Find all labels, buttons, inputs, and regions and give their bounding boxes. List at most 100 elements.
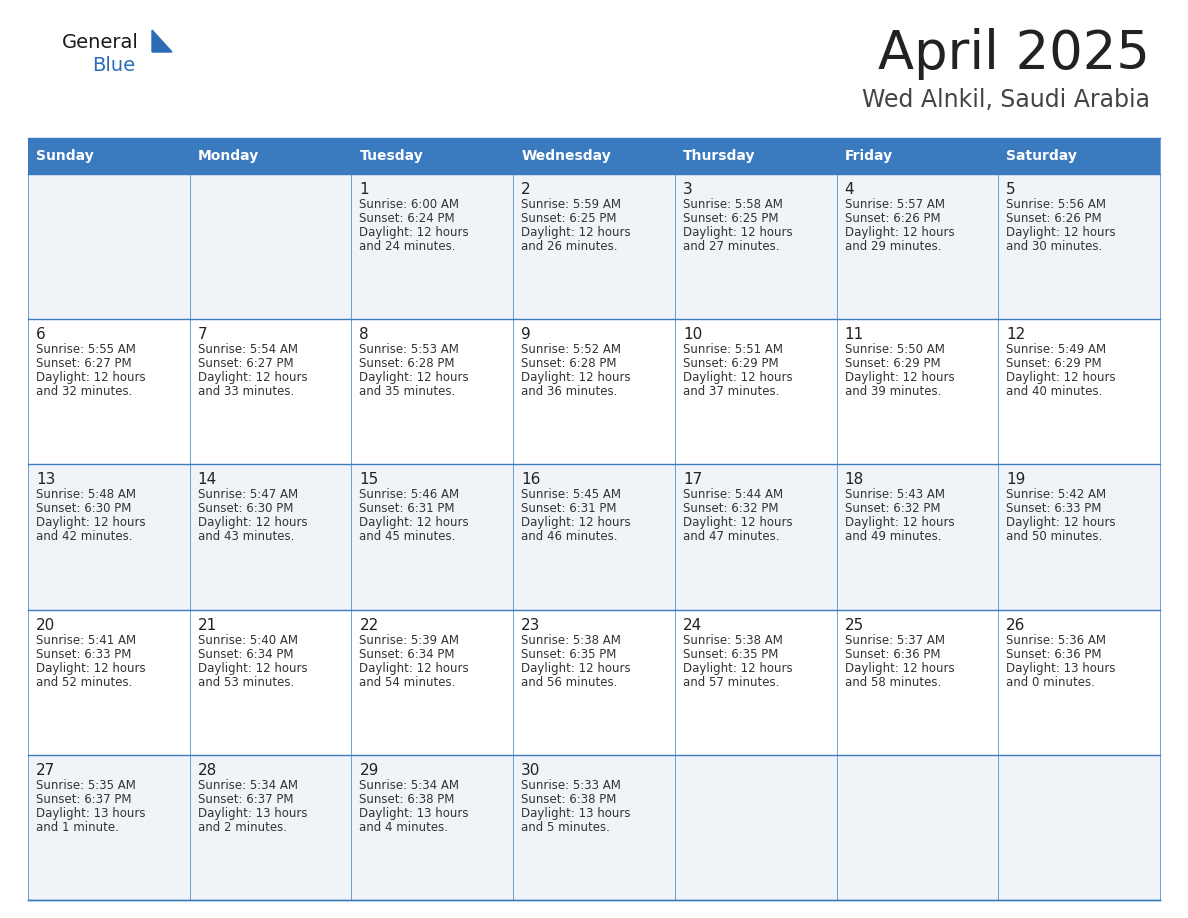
Text: Sunday: Sunday xyxy=(36,149,94,163)
Text: 14: 14 xyxy=(197,473,217,487)
Text: 23: 23 xyxy=(522,618,541,633)
Text: Sunset: 6:30 PM: Sunset: 6:30 PM xyxy=(197,502,293,515)
Text: and 47 minutes.: and 47 minutes. xyxy=(683,531,779,543)
Text: Monday: Monday xyxy=(197,149,259,163)
Text: Sunset: 6:27 PM: Sunset: 6:27 PM xyxy=(36,357,132,370)
Bar xyxy=(190,138,352,174)
Text: Daylight: 12 hours: Daylight: 12 hours xyxy=(683,517,792,530)
Text: Sunrise: 5:49 AM: Sunrise: 5:49 AM xyxy=(1006,343,1106,356)
Text: Daylight: 12 hours: Daylight: 12 hours xyxy=(845,662,954,675)
Text: Sunset: 6:30 PM: Sunset: 6:30 PM xyxy=(36,502,132,515)
Text: Sunset: 6:38 PM: Sunset: 6:38 PM xyxy=(360,793,455,806)
Text: Sunset: 6:33 PM: Sunset: 6:33 PM xyxy=(1006,502,1101,515)
Text: Daylight: 13 hours: Daylight: 13 hours xyxy=(36,807,145,820)
Text: 9: 9 xyxy=(522,327,531,342)
Text: Daylight: 12 hours: Daylight: 12 hours xyxy=(360,371,469,385)
Text: Daylight: 13 hours: Daylight: 13 hours xyxy=(360,807,469,820)
Bar xyxy=(675,138,836,174)
Text: Sunrise: 5:47 AM: Sunrise: 5:47 AM xyxy=(197,488,298,501)
Text: Sunset: 6:37 PM: Sunset: 6:37 PM xyxy=(197,793,293,806)
Text: Sunrise: 5:34 AM: Sunrise: 5:34 AM xyxy=(360,778,460,792)
Text: Sunrise: 5:43 AM: Sunrise: 5:43 AM xyxy=(845,488,944,501)
Text: Sunset: 6:31 PM: Sunset: 6:31 PM xyxy=(360,502,455,515)
Text: and 30 minutes.: and 30 minutes. xyxy=(1006,240,1102,253)
Text: and 37 minutes.: and 37 minutes. xyxy=(683,386,779,398)
Text: 22: 22 xyxy=(360,618,379,633)
Text: and 42 minutes.: and 42 minutes. xyxy=(36,531,133,543)
Text: and 46 minutes.: and 46 minutes. xyxy=(522,531,618,543)
Text: 6: 6 xyxy=(36,327,46,342)
Text: Blue: Blue xyxy=(91,56,135,75)
Text: and 49 minutes.: and 49 minutes. xyxy=(845,531,941,543)
Text: 3: 3 xyxy=(683,182,693,197)
Text: Sunrise: 6:00 AM: Sunrise: 6:00 AM xyxy=(360,198,460,211)
Text: Daylight: 12 hours: Daylight: 12 hours xyxy=(522,226,631,239)
Bar xyxy=(29,138,190,174)
Text: Sunset: 6:38 PM: Sunset: 6:38 PM xyxy=(522,793,617,806)
Text: and 58 minutes.: and 58 minutes. xyxy=(845,676,941,688)
Text: 29: 29 xyxy=(360,763,379,778)
Bar xyxy=(998,319,1159,465)
Text: and 52 minutes.: and 52 minutes. xyxy=(36,676,132,688)
Text: Sunset: 6:32 PM: Sunset: 6:32 PM xyxy=(845,502,940,515)
Text: and 45 minutes.: and 45 minutes. xyxy=(360,531,456,543)
Bar xyxy=(29,610,190,755)
Text: 18: 18 xyxy=(845,473,864,487)
Text: Sunrise: 5:50 AM: Sunrise: 5:50 AM xyxy=(845,343,944,356)
Text: and 2 minutes.: and 2 minutes. xyxy=(197,821,286,834)
Text: Sunrise: 5:56 AM: Sunrise: 5:56 AM xyxy=(1006,198,1106,211)
Text: Friday: Friday xyxy=(845,149,892,163)
Polygon shape xyxy=(152,30,172,52)
Text: Wed Alnkil, Saudi Arabia: Wed Alnkil, Saudi Arabia xyxy=(862,88,1150,112)
Text: Sunset: 6:28 PM: Sunset: 6:28 PM xyxy=(522,357,617,370)
Bar xyxy=(836,610,998,755)
Text: Daylight: 12 hours: Daylight: 12 hours xyxy=(197,517,308,530)
Bar xyxy=(513,755,675,900)
Text: Sunrise: 5:38 AM: Sunrise: 5:38 AM xyxy=(683,633,783,646)
Bar xyxy=(29,174,190,319)
Text: and 40 minutes.: and 40 minutes. xyxy=(1006,386,1102,398)
Text: Sunset: 6:29 PM: Sunset: 6:29 PM xyxy=(683,357,778,370)
Text: Sunrise: 5:34 AM: Sunrise: 5:34 AM xyxy=(197,778,298,792)
Bar xyxy=(675,465,836,610)
Bar xyxy=(29,755,190,900)
Text: Daylight: 13 hours: Daylight: 13 hours xyxy=(197,807,308,820)
Bar xyxy=(675,610,836,755)
Text: Sunrise: 5:37 AM: Sunrise: 5:37 AM xyxy=(845,633,944,646)
Bar xyxy=(29,465,190,610)
Bar xyxy=(836,755,998,900)
Text: and 24 minutes.: and 24 minutes. xyxy=(360,240,456,253)
Bar xyxy=(836,465,998,610)
Text: 17: 17 xyxy=(683,473,702,487)
Bar xyxy=(190,465,352,610)
Text: 24: 24 xyxy=(683,618,702,633)
Bar xyxy=(675,755,836,900)
Text: and 1 minute.: and 1 minute. xyxy=(36,821,119,834)
Bar xyxy=(998,755,1159,900)
Text: and 27 minutes.: and 27 minutes. xyxy=(683,240,779,253)
Bar xyxy=(352,174,513,319)
Text: Sunset: 6:34 PM: Sunset: 6:34 PM xyxy=(360,647,455,661)
Text: Sunrise: 5:44 AM: Sunrise: 5:44 AM xyxy=(683,488,783,501)
Bar xyxy=(998,138,1159,174)
Text: and 50 minutes.: and 50 minutes. xyxy=(1006,531,1102,543)
Text: Daylight: 13 hours: Daylight: 13 hours xyxy=(1006,662,1116,675)
Text: and 57 minutes.: and 57 minutes. xyxy=(683,676,779,688)
Text: Sunrise: 5:41 AM: Sunrise: 5:41 AM xyxy=(36,633,137,646)
Text: 10: 10 xyxy=(683,327,702,342)
Text: Daylight: 12 hours: Daylight: 12 hours xyxy=(522,662,631,675)
Text: Daylight: 12 hours: Daylight: 12 hours xyxy=(1006,371,1116,385)
Text: Daylight: 12 hours: Daylight: 12 hours xyxy=(683,662,792,675)
Text: Sunrise: 5:53 AM: Sunrise: 5:53 AM xyxy=(360,343,460,356)
Text: Daylight: 12 hours: Daylight: 12 hours xyxy=(1006,226,1116,239)
Text: Daylight: 12 hours: Daylight: 12 hours xyxy=(360,517,469,530)
Text: Sunrise: 5:39 AM: Sunrise: 5:39 AM xyxy=(360,633,460,646)
Text: Sunrise: 5:59 AM: Sunrise: 5:59 AM xyxy=(522,198,621,211)
Text: April 2025: April 2025 xyxy=(878,28,1150,80)
Text: Wednesday: Wednesday xyxy=(522,149,611,163)
Text: 28: 28 xyxy=(197,763,217,778)
Text: Daylight: 13 hours: Daylight: 13 hours xyxy=(522,807,631,820)
Text: Sunset: 6:29 PM: Sunset: 6:29 PM xyxy=(845,357,940,370)
Text: 27: 27 xyxy=(36,763,56,778)
Text: Sunrise: 5:58 AM: Sunrise: 5:58 AM xyxy=(683,198,783,211)
